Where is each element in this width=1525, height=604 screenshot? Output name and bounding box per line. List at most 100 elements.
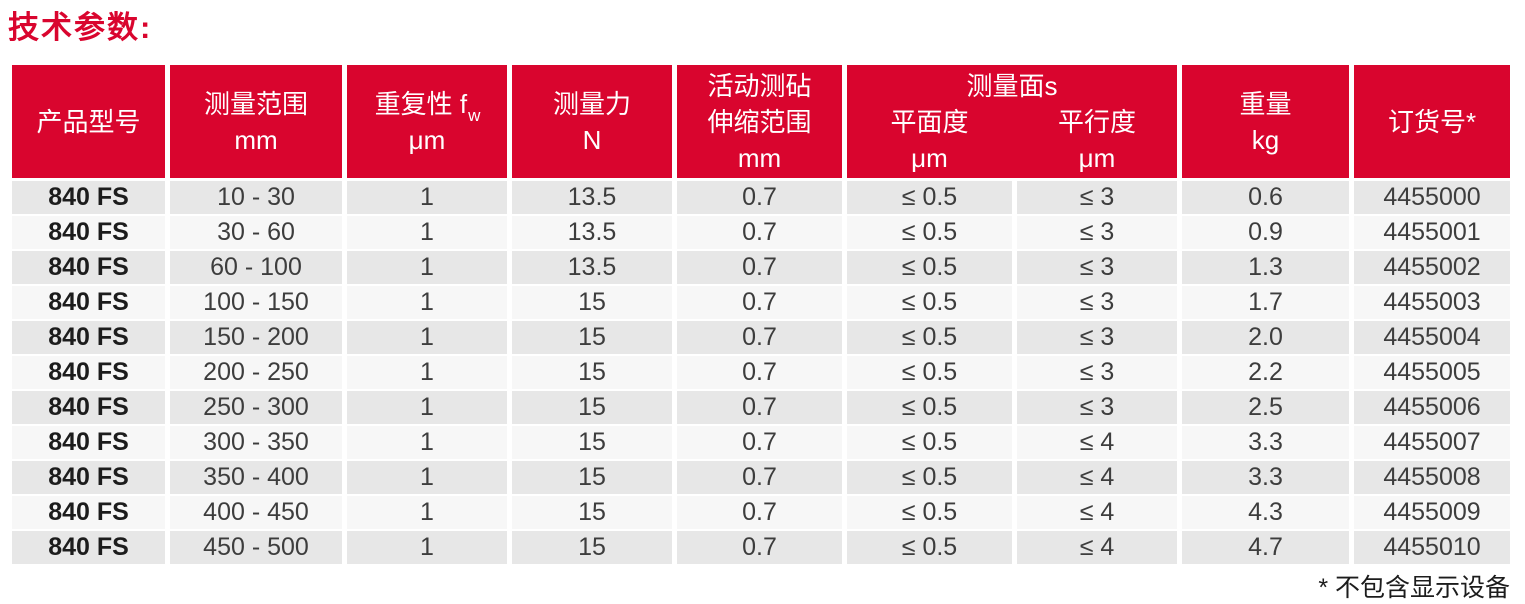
header-label: 测量力 <box>552 88 631 119</box>
table-cell: 15 <box>512 426 672 459</box>
header-order-number: 订货号* <box>1354 65 1510 178</box>
table-cell: 100 - 150 <box>170 286 342 319</box>
table-cell: 840 FS <box>12 321 165 354</box>
table-cell: 0.7 <box>677 216 842 249</box>
table-cell: ≤ 3 <box>1017 216 1177 249</box>
table-cell: ≤ 3 <box>1017 321 1177 354</box>
table-cell: 4455010 <box>1354 531 1510 564</box>
table-cell: ≤ 0.5 <box>847 251 1012 284</box>
table-row: 840 FS 60 - 100 1 13.5 0.7 ≤ 0.5 ≤ 3 1.3 4455002 <box>12 251 1510 284</box>
header-measuring-faces-group: 测量面s 平面度 平行度 μm μm <box>847 65 1177 178</box>
table-cell: 4455000 <box>1354 181 1510 214</box>
table-cell: 0.7 <box>677 321 842 354</box>
page-title: 技术参数: <box>8 10 153 45</box>
table-row: 840 FS 300 - 350 1 15 0.7 ≤ 0.5 ≤ 4 3.3 4455007 <box>12 426 1510 459</box>
table-row: 840 FS 100 - 150 1 15 0.7 ≤ 0.5 ≤ 3 1.7 4455003 <box>12 286 1510 319</box>
table-row: 840 FS 200 - 250 1 15 0.7 ≤ 0.5 ≤ 3 2.2 4455005 <box>12 356 1510 389</box>
footnote: * 不包含显示设备 <box>1318 574 1510 602</box>
table-cell: 840 FS <box>12 251 165 284</box>
table-cell: 1 <box>347 426 507 459</box>
table-cell: 15 <box>512 356 672 389</box>
table-cell: 840 FS <box>12 391 165 424</box>
table-cell: 4455006 <box>1354 391 1510 424</box>
table-row: 840 FS 150 - 200 1 15 0.7 ≤ 0.5 ≤ 3 2.0 4455004 <box>12 321 1510 354</box>
table-cell: 0.7 <box>677 461 842 494</box>
header-flatness-unit: μm <box>911 142 948 173</box>
table-row: 840 FS 30 - 60 1 13.5 0.7 ≤ 0.5 ≤ 3 0.9 4455001 <box>12 216 1510 249</box>
table-cell: 4.3 <box>1182 496 1349 529</box>
header-unit: N <box>582 124 602 155</box>
table-cell: 2.0 <box>1182 321 1349 354</box>
table-cell: 15 <box>512 496 672 529</box>
table-cell: 1 <box>347 251 507 284</box>
header-measuring-force: 测量力 N <box>512 65 672 178</box>
header-measuring-range: 测量范围 mm <box>170 65 342 178</box>
table-cell: ≤ 4 <box>1017 531 1177 564</box>
table-cell: ≤ 3 <box>1017 181 1177 214</box>
table-cell: 15 <box>512 391 672 424</box>
table-cell: 1 <box>347 216 507 249</box>
table-cell: 0.7 <box>677 251 842 284</box>
table-cell: ≤ 4 <box>1017 496 1177 529</box>
table-cell: 15 <box>512 531 672 564</box>
table-cell: 840 FS <box>12 356 165 389</box>
header-anvil-travel: 活动测砧 伸缩范围 mm <box>677 65 842 178</box>
table-cell: 15 <box>512 461 672 494</box>
table-cell: 4455003 <box>1354 286 1510 319</box>
table-cell: ≤ 0.5 <box>847 216 1012 249</box>
table-cell: 1 <box>347 496 507 529</box>
table-cell: 4.7 <box>1182 531 1349 564</box>
table-cell: 0.6 <box>1182 181 1349 214</box>
table-cell: 300 - 350 <box>170 426 342 459</box>
header-unit: μm <box>408 124 446 155</box>
table-cell: 15 <box>512 321 672 354</box>
table-cell: 0.7 <box>677 391 842 424</box>
table-cell: 4455008 <box>1354 461 1510 494</box>
table-cell: 1.7 <box>1182 286 1349 319</box>
table-cell: 840 FS <box>12 426 165 459</box>
table-cell: 1 <box>347 181 507 214</box>
table-cell: 0.7 <box>677 531 842 564</box>
table-row: 840 FS 350 - 400 1 15 0.7 ≤ 0.5 ≤ 4 3.3 4455008 <box>12 461 1510 494</box>
header-label: 测量范围 <box>203 88 308 119</box>
table-cell: 13.5 <box>512 181 672 214</box>
table-row: 840 FS 10 - 30 1 13.5 0.7 ≤ 0.5 ≤ 3 0.6 4455000 <box>12 181 1510 214</box>
table-cell: 350 - 400 <box>170 461 342 494</box>
header-label: 活动测砧 <box>707 70 812 101</box>
table-cell: 0.7 <box>677 286 842 319</box>
table-cell: 3.3 <box>1182 461 1349 494</box>
table-cell: 4455004 <box>1354 321 1510 354</box>
table-cell: ≤ 0.5 <box>847 356 1012 389</box>
table-cell: 450 - 500 <box>170 531 342 564</box>
table-header-row: 产品型号 测量范围 mm 重复性 fw μm 测量力 N 活动测砧 伸缩范围 m… <box>12 65 1510 178</box>
header-parallelism-label: 平行度 <box>1057 106 1136 137</box>
table-cell: 200 - 250 <box>170 356 342 389</box>
table-cell: 2.2 <box>1182 356 1349 389</box>
table-cell: 0.9 <box>1182 216 1349 249</box>
table-cell: 840 FS <box>12 496 165 529</box>
table-cell: 2.5 <box>1182 391 1349 424</box>
table-cell: 840 FS <box>12 216 165 249</box>
header-unit: mm <box>234 124 278 155</box>
table-cell: 1 <box>347 531 507 564</box>
header-repeatability: 重复性 fw μm <box>347 65 507 178</box>
table-cell: 4455001 <box>1354 216 1510 249</box>
table-cell: ≤ 3 <box>1017 286 1177 319</box>
table-row: 840 FS 400 - 450 1 15 0.7 ≤ 0.5 ≤ 4 4.3 4455009 <box>12 496 1510 529</box>
table-cell: 840 FS <box>12 181 165 214</box>
table-cell: 1 <box>347 461 507 494</box>
header-label: 产品型号 <box>36 106 141 137</box>
subscript-w: w <box>468 105 481 125</box>
table-cell: ≤ 0.5 <box>847 461 1012 494</box>
table-cell: 1.3 <box>1182 251 1349 284</box>
table-cell: 15 <box>512 286 672 319</box>
header-unit: mm <box>737 142 782 173</box>
table-cell: 250 - 300 <box>170 391 342 424</box>
table-cell: 1 <box>347 391 507 424</box>
table-cell: 1 <box>347 286 507 319</box>
table-cell: 4455009 <box>1354 496 1510 529</box>
table-cell: ≤ 0.5 <box>847 181 1012 214</box>
table-cell: 4455005 <box>1354 356 1510 389</box>
table-cell: 1 <box>347 321 507 354</box>
